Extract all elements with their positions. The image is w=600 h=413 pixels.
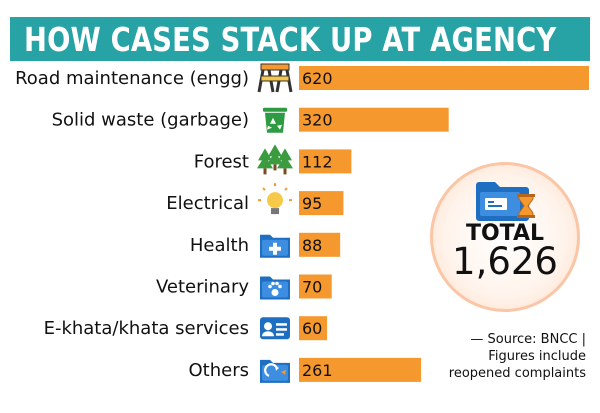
health-folder-icon bbox=[260, 234, 290, 258]
bar bbox=[299, 191, 344, 216]
category-label: Solid waste (garbage) bbox=[52, 110, 249, 131]
light-bulb-icon bbox=[258, 183, 292, 215]
category-label: Road maintenance (engg) bbox=[15, 68, 249, 89]
bar bbox=[299, 107, 449, 132]
value-label: 95 bbox=[302, 194, 322, 213]
chart-title: HOW CASES STACK UP AT AGENCY bbox=[24, 20, 557, 59]
value-label: 620 bbox=[302, 69, 333, 88]
value-label: 88 bbox=[302, 236, 322, 255]
value-label: 70 bbox=[302, 278, 322, 297]
bar bbox=[299, 232, 341, 257]
total-value: 1,626 bbox=[452, 240, 558, 283]
value-label: 112 bbox=[302, 152, 333, 171]
id-card-icon bbox=[260, 317, 290, 340]
source-note-line: — Source: BNCC | bbox=[470, 332, 586, 347]
category-label: Others bbox=[189, 360, 250, 381]
bar bbox=[299, 357, 422, 382]
bar bbox=[299, 316, 328, 341]
category-label: Health bbox=[190, 235, 249, 256]
category-label: Forest bbox=[194, 151, 249, 172]
trees-icon bbox=[257, 144, 293, 175]
source-note-line: reopened complaints bbox=[448, 366, 586, 381]
road-work-icon bbox=[257, 63, 293, 93]
category-label: E-khata/khata services bbox=[44, 318, 249, 339]
bar bbox=[299, 274, 332, 299]
bar bbox=[299, 149, 352, 174]
recycle-bin-icon bbox=[263, 107, 287, 133]
category-label: Electrical bbox=[166, 193, 249, 214]
bar bbox=[299, 66, 589, 90]
source-note: — Source: BNCC | Figures include reopene… bbox=[406, 331, 586, 382]
source-note-line: Figures include bbox=[488, 349, 586, 364]
category-label: Veterinary bbox=[156, 277, 249, 298]
value-label: 60 bbox=[302, 319, 322, 338]
others-folder-icon bbox=[260, 359, 290, 383]
veterinary-folder-icon bbox=[260, 276, 290, 300]
value-label: 320 bbox=[302, 111, 333, 130]
value-label: 261 bbox=[302, 361, 333, 380]
total-label: TOTAL bbox=[465, 221, 545, 246]
title-bar: HOW CASES STACK UP AT AGENCY bbox=[10, 17, 590, 61]
folder-hourglass-icon bbox=[476, 182, 535, 221]
